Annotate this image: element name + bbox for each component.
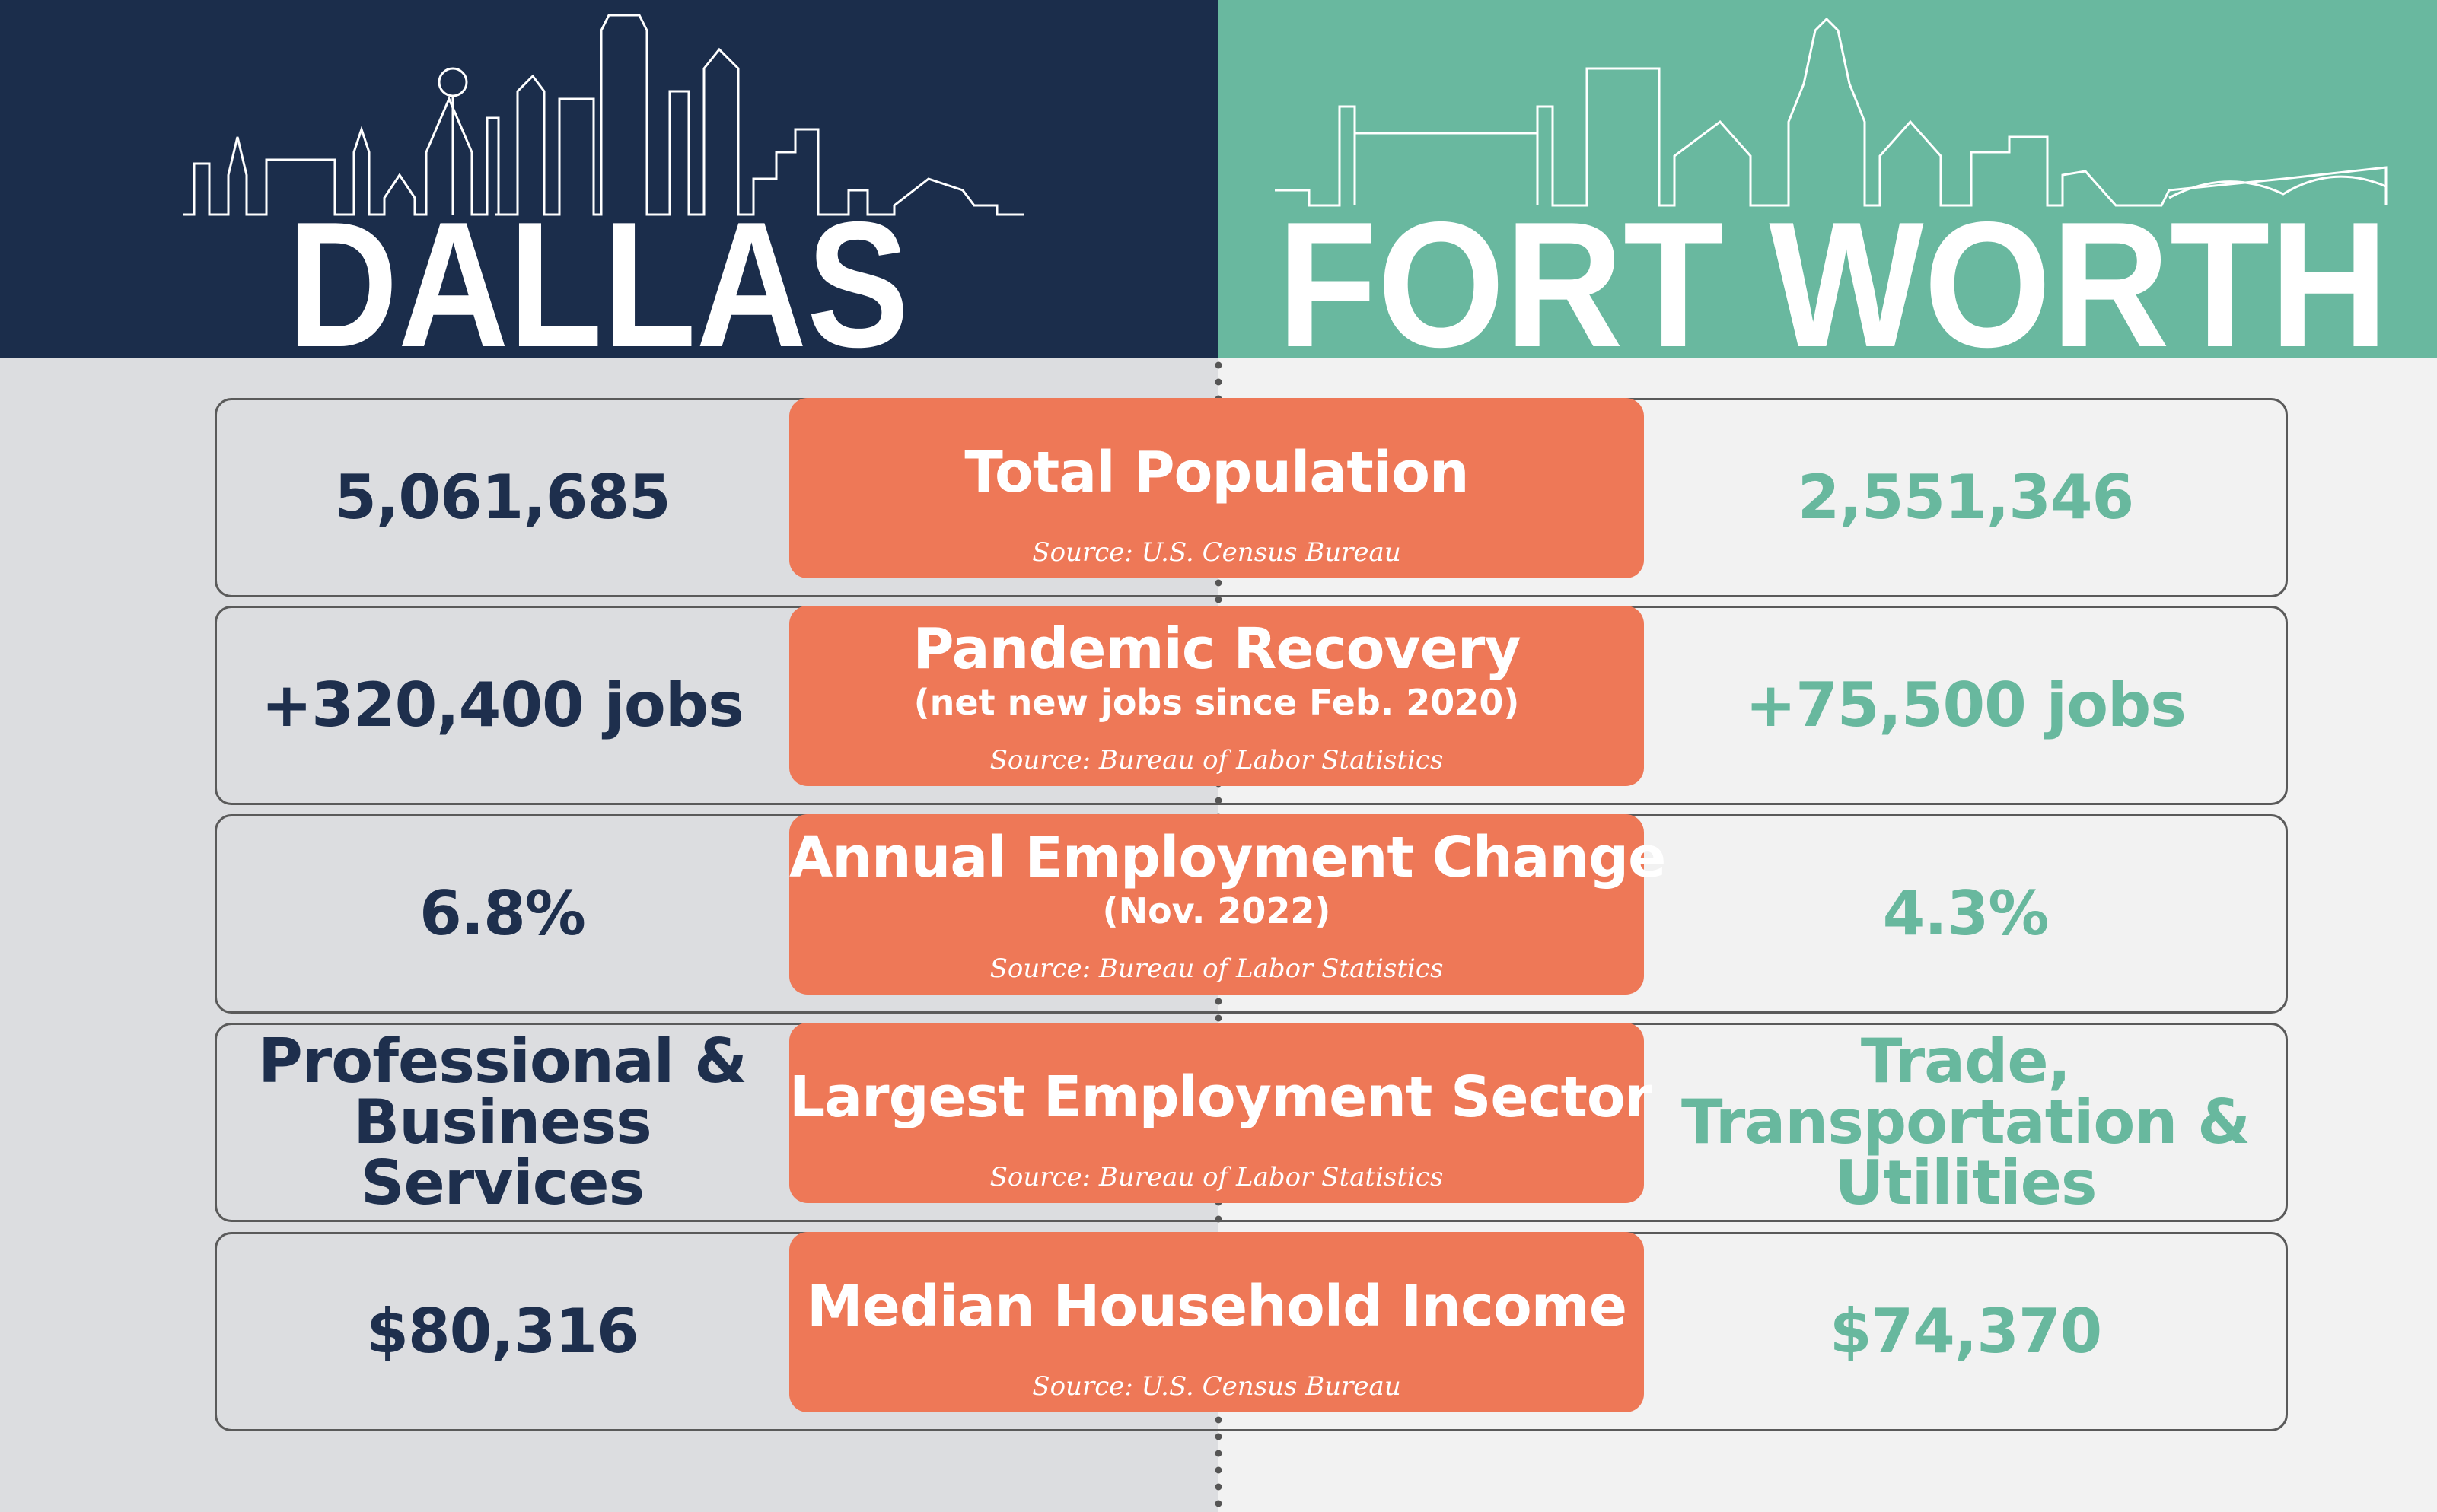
metric-source: Source: Bureau of Labor Statistics bbox=[989, 745, 1444, 775]
metric-title: Annual Employment Change bbox=[789, 825, 1666, 890]
fort-worth-value: Trade, Transportation & Utilities bbox=[1681, 1026, 2251, 1218]
fort-worth-title: FORT WORTH bbox=[1277, 184, 2388, 384]
dallas-value: 5,061,685 bbox=[334, 462, 671, 533]
fort-worth-value: +75,500 jobs bbox=[1745, 670, 2187, 740]
dallas-title: DALLAS bbox=[288, 184, 909, 384]
metric-source: Source: Bureau of Labor Statistics bbox=[989, 953, 1444, 984]
dallas-value: 6.8% bbox=[419, 878, 586, 949]
metric-source: Source: Bureau of Labor Statistics bbox=[989, 1162, 1444, 1192]
fort-worth-value: $74,370 bbox=[1829, 1296, 2102, 1367]
metric-box: Annual Employment Change (Nov. 2022) Sourc… bbox=[789, 814, 1666, 995]
dallas-value: +320,400 jobs bbox=[261, 670, 744, 740]
metric-box: Total Population Source: U.S. Census Bure… bbox=[789, 398, 1644, 578]
fort-worth-value: 4.3% bbox=[1882, 878, 2050, 949]
metric-source: Source: U.S. Census Bureau bbox=[1032, 537, 1401, 568]
dallas-banner bbox=[0, 0, 1218, 358]
metric-title: Median Household Income bbox=[806, 1274, 1627, 1339]
metric-box: Largest Employment Sector Source: Bureau … bbox=[789, 1023, 1652, 1203]
dallas-value: $80,316 bbox=[366, 1296, 639, 1367]
fort-worth-skyline bbox=[1275, 17, 2388, 207]
metric-box: Median Household Income Source: U.S. Cens… bbox=[789, 1232, 1644, 1412]
metric-title: Largest Employment Sector bbox=[789, 1065, 1652, 1130]
metric-box: Pandemic Recovery (net new jobs since Feb… bbox=[789, 606, 1644, 786]
metric-title: Total Population bbox=[964, 440, 1469, 505]
metric-note: (net new jobs since Feb. 2020) bbox=[913, 682, 1520, 723]
metric-source: Source: U.S. Census Bureau bbox=[1032, 1371, 1401, 1402]
dallas-value: Professional & Business Services bbox=[258, 1026, 747, 1218]
fort-worth-banner bbox=[1218, 0, 2437, 358]
metric-note: (Nov. 2022) bbox=[1102, 890, 1331, 931]
dallas-skyline bbox=[183, 14, 1024, 216]
fort-worth-value: 2,551,346 bbox=[1797, 462, 2134, 533]
metric-title: Pandemic Recovery bbox=[913, 616, 1521, 682]
